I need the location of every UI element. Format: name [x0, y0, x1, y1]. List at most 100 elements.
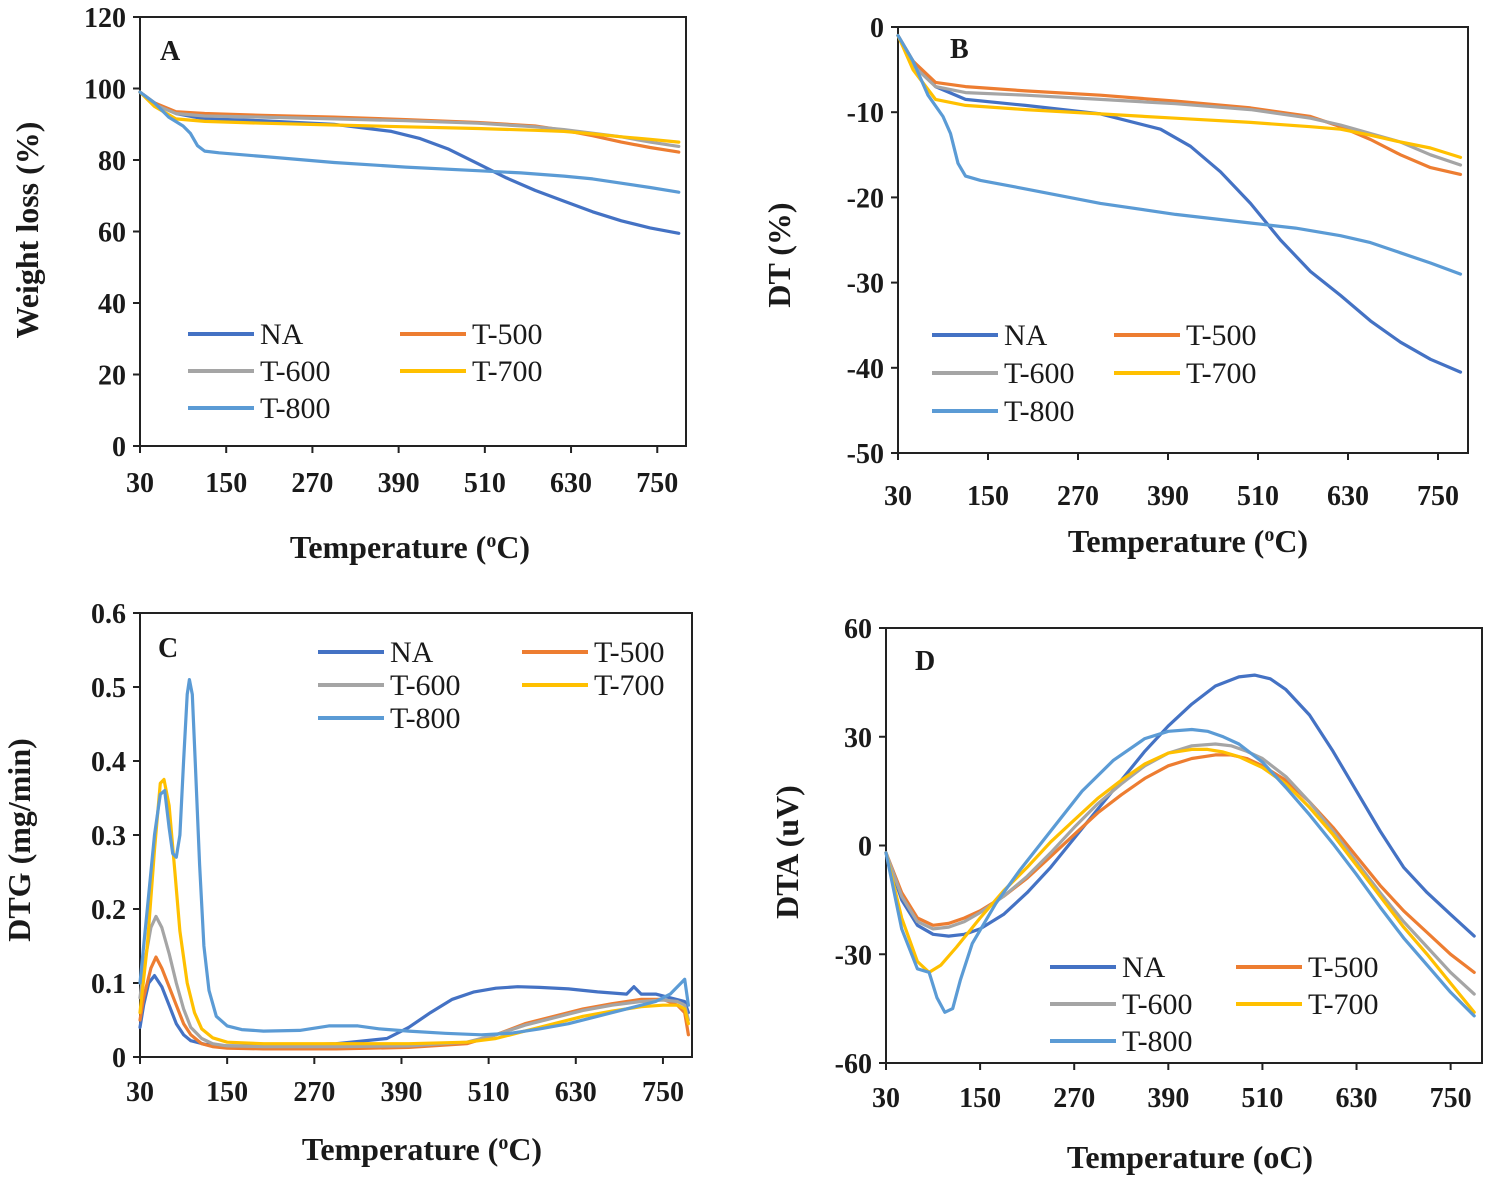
legend-label-t-800: T-800 [260, 392, 331, 425]
y-tick-label: 0.5 [91, 673, 126, 704]
series-line-t-700 [138, 90, 681, 144]
y-tick-label: 0.6 [91, 599, 126, 630]
x-tick-label: 630 [1327, 481, 1369, 512]
legend: NA T-500 T-600 T-700 T-800 [1050, 951, 1379, 1058]
x-tick-label: 30 [126, 1077, 154, 1108]
series-line-na [896, 33, 1463, 374]
x-tick-label: 750 [636, 468, 678, 499]
x-axis-label-part: Temperature ( [1068, 523, 1264, 559]
legend-label-t-500: T-500 [1186, 319, 1257, 352]
y-tick-label: -20 [847, 183, 884, 214]
x-axis-label-superscript: o [486, 530, 496, 552]
x-axis-label-part: C) [1274, 523, 1308, 559]
legend-label-t-600: T-600 [390, 669, 461, 702]
x-tick-label: 510 [464, 468, 506, 499]
x-axis-label: Temperature (oC) [290, 529, 530, 565]
x-axis-label-part: C) [508, 1131, 542, 1167]
y-tick-label: 120 [84, 3, 126, 34]
legend: NA T-500 T-600 T-700 T-800 [932, 319, 1257, 428]
x-tick-label: 630 [1336, 1083, 1378, 1114]
x-axis-label: Temperature (oC) [1067, 1139, 1313, 1175]
legend-label-t-600: T-600 [1122, 988, 1193, 1021]
y-tick-label: 60 [844, 614, 872, 645]
y-tick-label: 0.1 [91, 969, 126, 1000]
y-tick-label: 100 [84, 75, 126, 106]
y-tick-label: 0 [112, 1043, 126, 1074]
series-line-t-600 [138, 914, 691, 1049]
y-tick-label: 0.4 [91, 747, 126, 778]
legend-label-t-700: T-700 [594, 669, 665, 702]
x-tick-label: 390 [378, 468, 420, 499]
chart-panel-c: 0 0.1 0.2 0.3 0.4 0.5 0.6 30 150 270 390 510 630 750 T… [1, 599, 693, 1167]
y-axis-label: DT (%) [761, 202, 797, 307]
y-tick-label: 0.2 [91, 895, 126, 926]
x-tick-label: 270 [293, 1077, 335, 1108]
series-line-t-800 [138, 677, 691, 1037]
y-tick-label: 0 [112, 432, 126, 463]
x-tick-label: 510 [468, 1077, 510, 1108]
x-tick-label: 150 [967, 481, 1009, 512]
x-tick-label: 150 [959, 1083, 1001, 1114]
legend-label-na: NA [1122, 951, 1166, 984]
x-tick-label: 30 [884, 481, 912, 512]
x-tick-label: 390 [1147, 1083, 1189, 1114]
y-tick-label: -30 [835, 940, 872, 971]
x-axis-label-part: C) [496, 529, 530, 565]
y-tick-label: 80 [98, 146, 126, 177]
series-line-t-700 [896, 33, 1463, 159]
legend-label-t-600: T-600 [1004, 357, 1075, 390]
x-axis-label: Temperature (oC) [302, 1131, 542, 1167]
x-axis-label-part: Temperature ( [290, 529, 486, 565]
legend-label-t-700: T-700 [472, 355, 543, 388]
legend-label-na: NA [390, 636, 434, 669]
x-tick-label: 750 [642, 1077, 684, 1108]
series-line-na [884, 673, 1476, 938]
plot-frame [139, 16, 687, 447]
y-tick-label: 60 [98, 218, 126, 249]
y-tick-label: 40 [98, 289, 126, 320]
y-tick-label: 0.3 [91, 821, 126, 852]
x-axis-label-part: Temperature ( [302, 1131, 498, 1167]
series-line-t-500 [896, 33, 1463, 176]
x-tick-label: 510 [1241, 1083, 1283, 1114]
y-axis-label: DTG (mg/min) [1, 738, 37, 942]
y-axis-label: DTA (uV) [769, 785, 805, 919]
y-tick-label: 20 [98, 361, 126, 392]
y-axis-label: Weight loss (%) [9, 122, 45, 339]
x-axis-label-superscript: o [498, 1132, 508, 1154]
series-line-na [138, 90, 681, 235]
x-tick-label: 270 [1053, 1083, 1095, 1114]
legend-label-na: NA [260, 318, 304, 351]
y-tick-label: -10 [847, 98, 884, 129]
x-tick-label: 510 [1237, 481, 1279, 512]
x-axis-label: Temperature (oC) [1068, 523, 1308, 559]
series-line-t-600 [884, 742, 1476, 996]
x-tick-label: 750 [1430, 1083, 1472, 1114]
x-tick-label: 150 [206, 1077, 248, 1108]
x-tick-label: 630 [555, 1077, 597, 1108]
y-tick-label: 30 [844, 723, 872, 754]
legend-label-t-700: T-700 [1186, 357, 1257, 390]
legend: NA T-500 T-600 T-700 T-800 [318, 636, 665, 735]
panel-label: D [915, 646, 935, 677]
legend-label-na: NA [1004, 319, 1048, 352]
series-line-t-800 [884, 727, 1476, 1018]
legend-label-t-600: T-600 [260, 355, 331, 388]
chart-panel-a: 0 20 40 60 80 100 120 30 150 270 390 510 630 750 Tempe… [9, 3, 687, 565]
series-line-t-500 [138, 955, 691, 1051]
y-tick-label: 0 [858, 832, 872, 863]
x-tick-label: 30 [126, 468, 154, 499]
series-line-t-800 [896, 33, 1463, 276]
x-tick-label: 750 [1417, 481, 1459, 512]
series-line-t-500 [884, 753, 1476, 975]
x-tick-label: 30 [872, 1083, 900, 1114]
y-tick-label: -50 [847, 439, 884, 470]
legend-label-t-700: T-700 [1308, 988, 1379, 1021]
x-tick-label: 630 [550, 468, 592, 499]
panel-label: C [158, 633, 178, 664]
series-line-na [138, 973, 691, 1048]
y-tick-label: -60 [835, 1049, 872, 1080]
